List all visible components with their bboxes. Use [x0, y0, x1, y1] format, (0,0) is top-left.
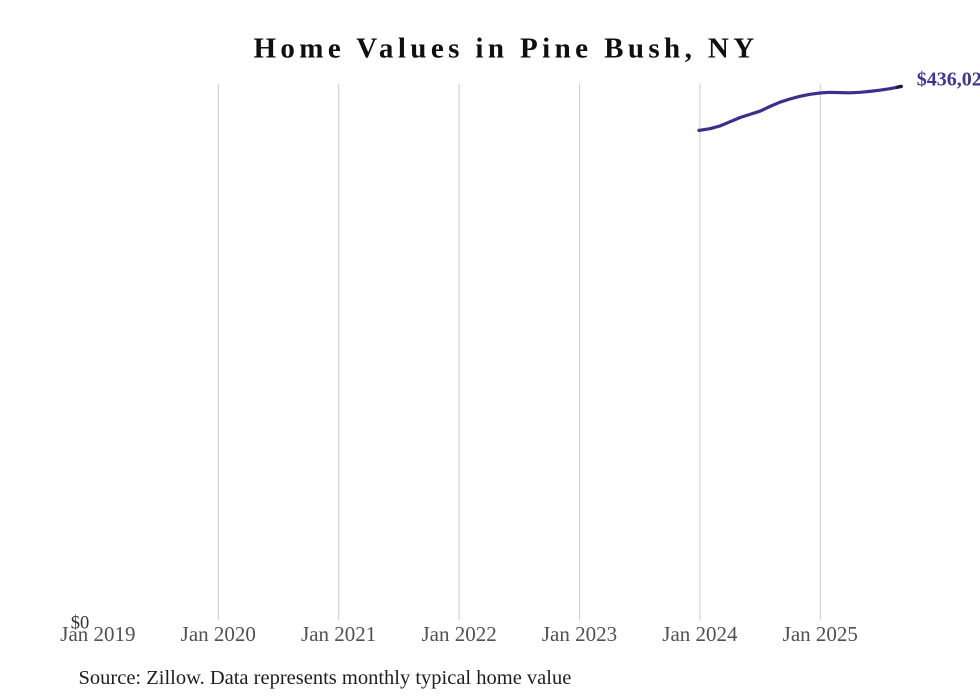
svg-text:Jan 2022: Jan 2022	[421, 622, 496, 646]
svg-text:$0: $0	[71, 614, 90, 634]
svg-text:Jan 2019: Jan 2019	[60, 622, 135, 646]
svg-text:Jan 2023: Jan 2023	[542, 622, 617, 646]
svg-text:$436,023: $436,023	[917, 69, 980, 91]
svg-text:Jan 2024: Jan 2024	[662, 622, 738, 646]
svg-text:Source: Zillow. Data represent: Source: Zillow. Data represents monthly …	[79, 667, 572, 689]
svg-text:Jan 2020: Jan 2020	[181, 622, 256, 646]
svg-text:Jan 2021: Jan 2021	[301, 622, 376, 646]
svg-text:Jan 2025: Jan 2025	[783, 622, 858, 646]
svg-text:Home Values in Pine Bush, NY: Home Values in Pine Bush, NY	[253, 33, 758, 65]
